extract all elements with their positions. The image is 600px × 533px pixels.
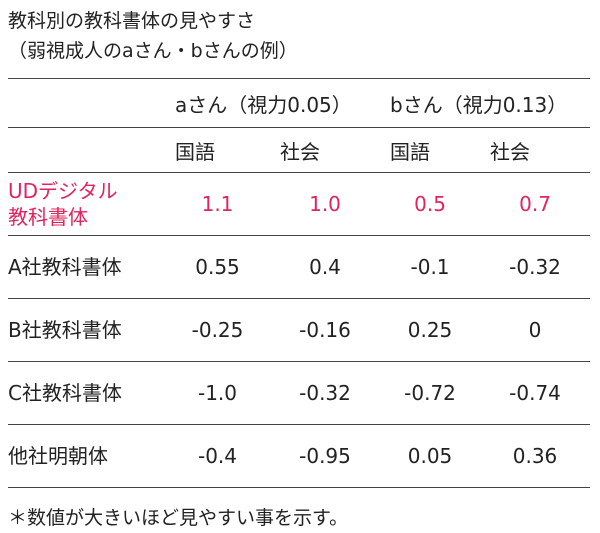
cell-value: 0.7 (480, 172, 591, 236)
row-label: 他社明朝体 (8, 424, 165, 488)
row-label: UDデジタル 教科書体 (8, 172, 165, 236)
cell-value: -0.16 (270, 298, 381, 362)
subheader-row: 国語 社会 国語 社会 (8, 127, 591, 173)
header-row: aさん（視力0.05） bさん（視力0.13） (8, 78, 591, 128)
corner (8, 78, 165, 128)
cell-value: 0.25 (380, 298, 481, 362)
row-label: B社教科書体 (8, 298, 165, 362)
cell-value: -0.95 (270, 424, 381, 488)
row-label-line: 他社明朝体 (8, 444, 108, 468)
row-label-line: B社教科書体 (8, 318, 122, 342)
cell-value: -0.25 (165, 298, 270, 362)
subtitle: （弱視成人のaさん・bさんの例） (8, 40, 298, 62)
cell-value: 1.1 (165, 172, 270, 236)
cell-value: 0 (480, 298, 591, 362)
subheader: 社会 (480, 127, 591, 173)
subheader: 国語 (165, 127, 270, 173)
cell-value: 0.5 (380, 172, 481, 236)
footnote: ＊数値が大きいほど見やすい事を示す。 (8, 507, 349, 529)
cell-value: -0.74 (480, 361, 591, 425)
row-label-line: A社教科書体 (8, 255, 122, 279)
group-header: aさん（視力0.05） (165, 78, 381, 128)
title: 教科別の教科書体の見やすさ (8, 10, 256, 32)
cell-value: 0.4 (270, 235, 381, 299)
corner (8, 127, 165, 173)
row-label-line: UDデジタル (8, 179, 118, 203)
row-label-line: 教科書体 (8, 205, 88, 229)
data-row: C社教科書体 -1.0 -0.32 -0.72 -0.74 (8, 361, 591, 425)
data-row: A社教科書体 0.55 0.4 -0.1 -0.32 (8, 235, 591, 299)
data-row: UDデジタル 教科書体 1.1 1.0 0.5 0.7 (8, 172, 591, 236)
row-label: A社教科書体 (8, 235, 165, 299)
data-row: 他社明朝体 -0.4 -0.95 0.05 0.36 (8, 424, 591, 488)
cell-value: 0.36 (480, 424, 591, 488)
data-row: B社教科書体 -0.25 -0.16 0.25 0 (8, 298, 591, 362)
cell-value: -0.72 (380, 361, 481, 425)
cell-value: -1.0 (165, 361, 270, 425)
group-header: bさん（視力0.13） (380, 78, 591, 128)
cell-value: -0.32 (270, 361, 381, 425)
row-label: C社教科書体 (8, 361, 165, 425)
cell-value: -0.32 (480, 235, 591, 299)
subheader: 国語 (380, 127, 481, 173)
cell-value: -0.4 (165, 424, 270, 488)
cell-value: 1.0 (270, 172, 381, 236)
cell-value: -0.1 (380, 235, 481, 299)
table: aさん（視力0.05） bさん（視力0.13） 国語 社会 国語 社会 UDデジタル 教科書体… (8, 78, 591, 488)
subheader: 社会 (270, 127, 381, 173)
row-label-line: C社教科書体 (8, 381, 122, 405)
cell-value: 0.05 (380, 424, 481, 488)
cell-value: 0.55 (165, 235, 270, 299)
